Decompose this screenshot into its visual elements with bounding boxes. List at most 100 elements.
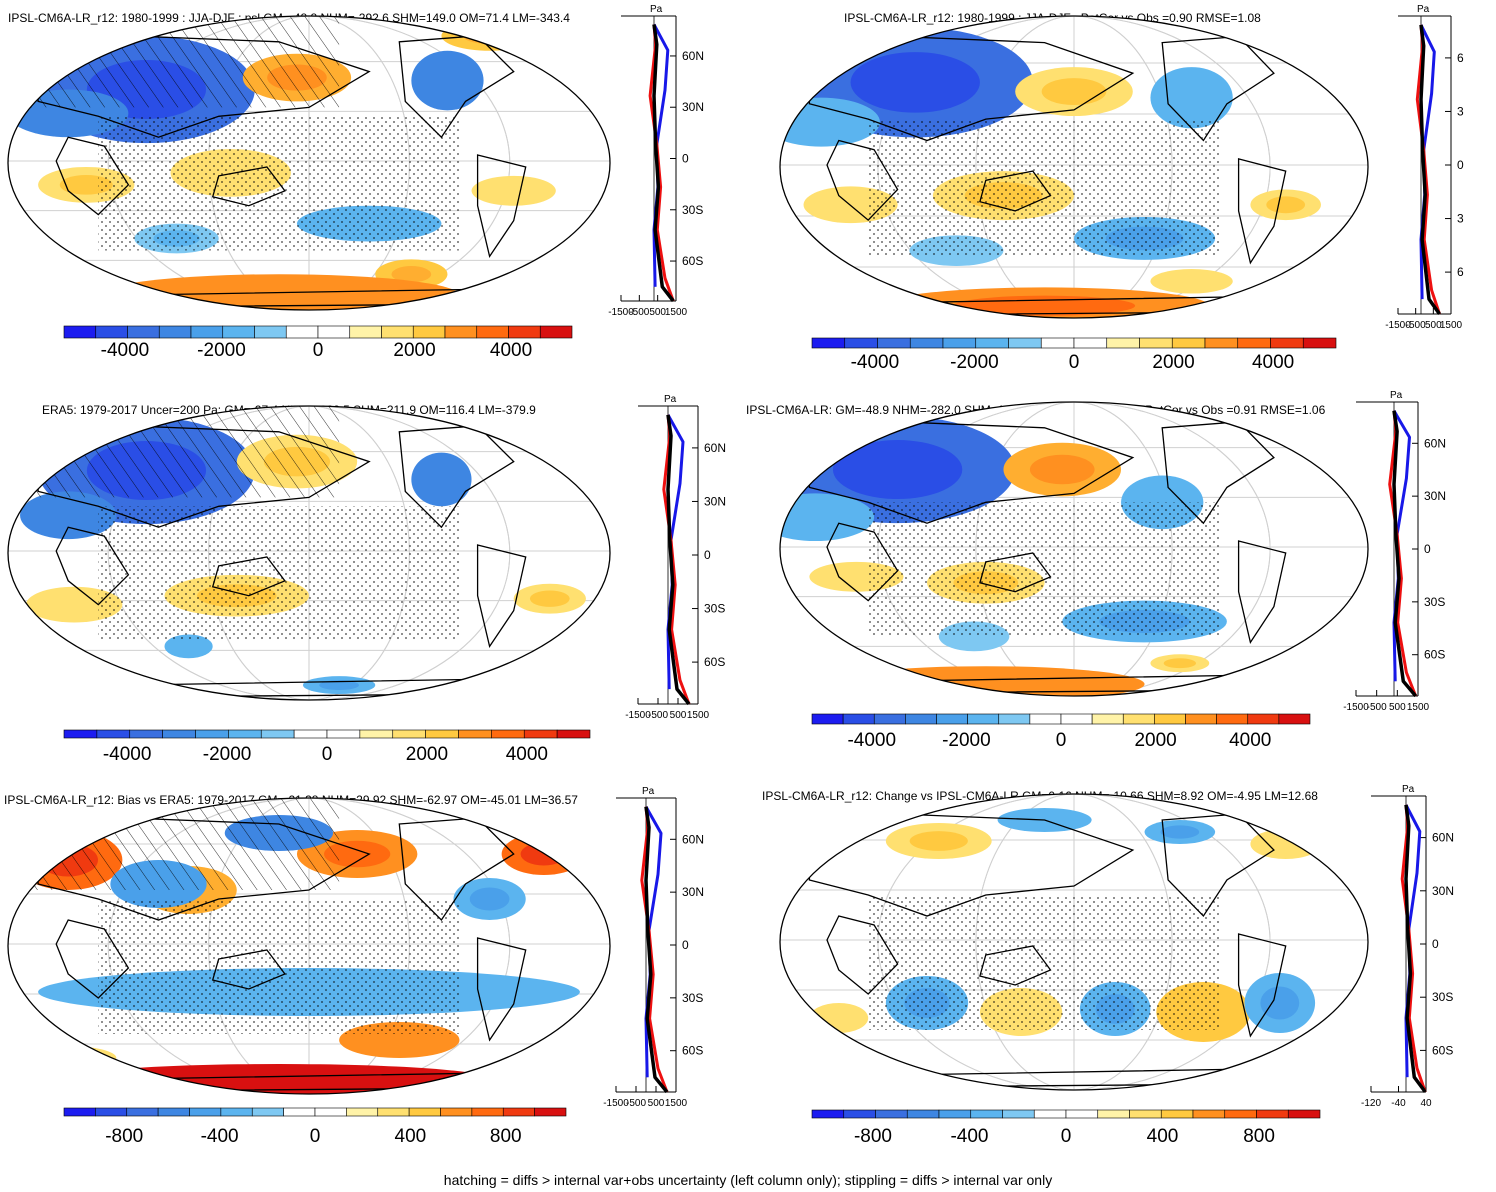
profile-unit: Pa xyxy=(650,4,663,15)
profile-lat-tick: 60S xyxy=(1424,648,1445,662)
profile-lat-tick: 60S xyxy=(682,1044,703,1058)
colorbar-swatch xyxy=(1029,713,1062,725)
profile-unit: Pa xyxy=(1417,4,1430,15)
colorbar-swatch xyxy=(1171,337,1206,349)
colorbar-swatch xyxy=(346,1107,379,1117)
colorbar-swatch xyxy=(1040,337,1075,349)
colorbar-swatch xyxy=(811,1109,845,1119)
colorbar-swatch xyxy=(1073,337,1108,349)
profile-lat-tick: 0 xyxy=(1424,542,1431,556)
colorbar-swatch xyxy=(877,337,911,349)
profile-x-tick: 1500 xyxy=(665,1098,688,1109)
colorbar-tick-label: 4000 xyxy=(1252,352,1294,373)
colorbar-swatch xyxy=(556,729,591,739)
profile-x-tick: 500 xyxy=(670,710,687,721)
profile-lat-tick: 0 xyxy=(1432,937,1439,951)
coastline xyxy=(808,35,1135,142)
colorbar-swatch xyxy=(326,729,361,739)
anomaly-region xyxy=(809,1003,869,1033)
colorbar-swatch xyxy=(195,729,229,739)
colorbar-swatch xyxy=(906,1109,940,1119)
colorbar-swatch xyxy=(63,325,97,339)
colorbar-tick-label: 2000 xyxy=(1152,352,1194,373)
profile-unit: Pa xyxy=(1402,784,1415,795)
anomaly-region xyxy=(780,493,875,542)
profile-lat-tick: 0 xyxy=(682,152,689,166)
colorbar-swatch xyxy=(1237,337,1271,349)
colorbar-swatch xyxy=(1270,337,1304,349)
colorbar-swatch xyxy=(909,337,944,349)
hatching xyxy=(8,798,340,890)
profile-lat-tick: 0 xyxy=(704,548,711,562)
profile-lat-tick: 60N xyxy=(704,441,726,455)
colorbar-swatch xyxy=(1129,1109,1162,1119)
colorbar-swatch xyxy=(967,713,1000,725)
colorbar: -800 -400 0 400 800 xyxy=(63,1107,567,1147)
anomaly-region xyxy=(411,50,484,111)
profile-x-tick: 500 xyxy=(1389,702,1406,713)
profile-unit: Pa xyxy=(1390,390,1403,401)
colorbar-swatch xyxy=(412,325,446,339)
colorbar-tick-label: 4000 xyxy=(490,340,532,361)
colorbar-swatch xyxy=(842,713,875,725)
coastline xyxy=(211,166,286,207)
anomaly-region xyxy=(471,175,556,206)
colorbar-tick-label: 0 xyxy=(322,744,333,765)
profile-x-tick: -1500 xyxy=(625,710,651,721)
colorbar-swatch xyxy=(162,729,196,739)
coastline xyxy=(979,945,1052,986)
profile-x-tick: 1500 xyxy=(687,710,710,721)
colorbar: -4000 -2000 0 2000 4000 xyxy=(811,337,1337,373)
colorbar-swatch xyxy=(1139,337,1173,349)
colorbar-swatch xyxy=(349,325,382,339)
anomaly-region xyxy=(20,491,117,540)
colorbar-tick-label: 800 xyxy=(1243,1126,1275,1147)
colorbar-tick-label: 4000 xyxy=(506,744,548,765)
colorbar-swatch xyxy=(539,325,573,339)
coastline xyxy=(55,919,130,999)
colorbar-swatch xyxy=(471,1107,504,1117)
colorbar-tick-label: -4000 xyxy=(847,730,896,751)
colorbar-swatch xyxy=(523,729,558,739)
hatching xyxy=(8,16,340,108)
profile-lat-tick: 0 xyxy=(682,938,689,952)
coastline xyxy=(808,421,1135,524)
colorbar-swatch xyxy=(936,713,968,725)
anomaly-region xyxy=(20,1046,117,1070)
colorbar-tick-label: -4000 xyxy=(103,744,152,765)
colorbar-swatch xyxy=(228,729,262,739)
profile-x-tick: 1500 xyxy=(1407,702,1430,713)
profile-x-tick: -500 xyxy=(629,307,649,318)
colorbar-tick-label: 2000 xyxy=(1134,730,1176,751)
profile-lat-tick: 30N xyxy=(1432,884,1454,898)
colorbar-swatch xyxy=(381,325,414,339)
zonal-profile: Pa 60N 30N 0 30S 60S -120 -40 40 xyxy=(1361,784,1454,1109)
panel-b: IPSL-CM6A-LR_r12: 1980-1999 : JJA-DJF : … xyxy=(779,4,1464,373)
colorbar-tick-label: 0 xyxy=(313,340,324,361)
profile-lat-tick: 30S xyxy=(1432,990,1453,1004)
profile-lat-tick: 60S xyxy=(704,655,725,669)
profile-line-black xyxy=(644,806,669,1094)
map-area xyxy=(780,16,1368,318)
profile-lat-tick: 60N xyxy=(1432,831,1454,845)
profile-lat-tick: 30N xyxy=(682,885,704,899)
colorbar-tick-label: -800 xyxy=(854,1126,892,1147)
colorbar-swatch xyxy=(905,713,937,725)
anomaly-region xyxy=(411,452,472,507)
colorbar-tick-label: 4000 xyxy=(1229,730,1271,751)
colorbar-swatch xyxy=(190,325,224,339)
profile-lat-tick: 30S xyxy=(682,203,703,217)
colorbar-swatch xyxy=(811,713,844,725)
profile-x-tick: -500 xyxy=(1406,320,1426,331)
colorbar-swatch xyxy=(942,337,977,349)
colorbar-swatch xyxy=(1160,1109,1194,1119)
colorbar-swatch xyxy=(875,1109,908,1119)
colorbar-swatch xyxy=(502,1107,535,1117)
colorbar-tick-label: 400 xyxy=(1147,1126,1179,1147)
colorbar-tick-label: -400 xyxy=(201,1126,239,1147)
profile-lat-tick: 60S xyxy=(682,254,703,268)
colorbar-swatch xyxy=(1033,1109,1067,1119)
